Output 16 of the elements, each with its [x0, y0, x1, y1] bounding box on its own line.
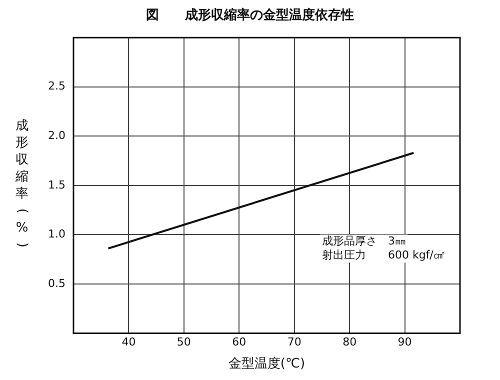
x-tick-label: 90: [398, 336, 412, 349]
y-tick-label: 2.5: [48, 80, 66, 93]
x-axis-title: 金型温度(℃): [228, 356, 306, 372]
x-tick-label: 80: [342, 336, 357, 349]
y-tick-label: 2.0: [48, 128, 66, 142]
x-tick-label: 50: [176, 336, 191, 349]
y-tick-label: 1.0: [48, 228, 66, 241]
x-tick-label: 40: [122, 336, 136, 349]
y-tick-label: 0.5: [48, 276, 66, 290]
y-axis-title: 成形収縮率(%): [14, 118, 30, 248]
annotation: 成形品厚さ 3㎜: [322, 234, 406, 248]
annotation: 射出圧力 600 kgf/㎠: [322, 248, 444, 262]
y-tick-label: 1.5: [48, 178, 66, 192]
x-tick-label: 70: [287, 336, 302, 349]
chart-title: 図 成形収縮率の金型温度依存性: [146, 7, 354, 24]
x-tick-label: 60: [232, 336, 246, 349]
